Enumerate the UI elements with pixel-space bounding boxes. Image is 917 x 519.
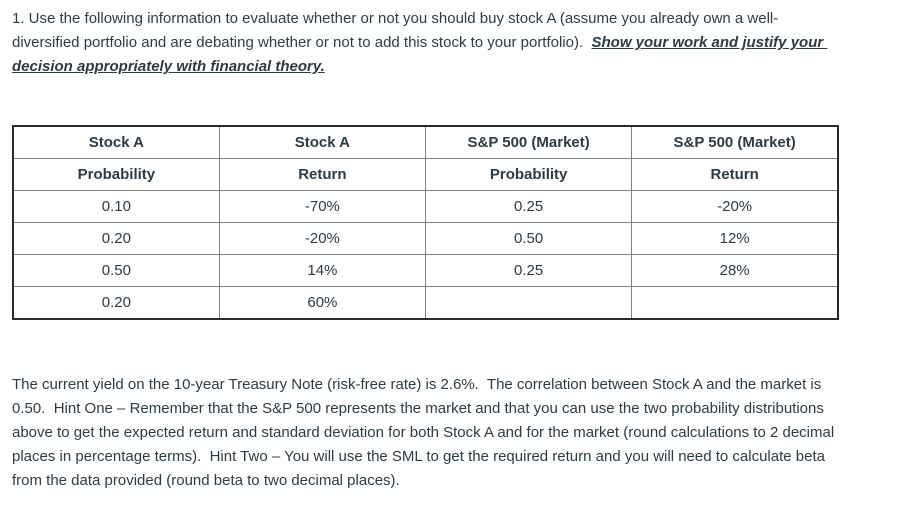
table-header-cell: Probability [424,158,633,191]
table-row: 0.50 14% 0.25 28% [12,254,839,287]
table-row: 0.20 -20% 0.50 12% [12,222,839,255]
question-paragraph: 1. Use the following information to eval… [12,7,834,79]
table-cell: 60% [218,286,427,320]
table-cell: 0.50 [424,222,633,255]
probability-distribution-table: Stock A Stock A S&P 500 (Market) S&P 500… [12,125,839,320]
table-cell: 14% [218,254,427,287]
table-cell: 0.20 [12,286,220,320]
question-emphasis-text: Show your work and justify your decision… [12,34,828,75]
table-header-row: Probability Return Probability Return [12,158,839,191]
table-group-header-cell: Stock A [218,125,427,159]
table-row: 0.10 -70% 0.25 -20% [12,190,839,223]
question-intro-text: 1. Use the following information to eval… [12,10,779,51]
table-cell: -20% [218,222,427,255]
table-header-cell: Return [218,158,427,191]
table-cell: -20% [631,190,839,223]
table-cell: 0.50 [12,254,220,287]
table-group-header-row: Stock A Stock A S&P 500 (Market) S&P 500… [12,125,839,159]
table-header-cell: Return [631,158,839,191]
table-group-header-cell: S&P 500 (Market) [424,125,633,159]
table-cell: 28% [631,254,839,287]
table-row: 0.20 60% [12,286,839,320]
table-group-header-cell: S&P 500 (Market) [631,125,839,159]
table-cell: -70% [218,190,427,223]
table-group-header-cell: Stock A [12,125,220,159]
table-cell: 0.20 [12,222,220,255]
table-cell [631,286,839,320]
table-header-cell: Probability [12,158,220,191]
table-cell: 0.25 [424,190,633,223]
table-cell: 12% [631,222,839,255]
table-cell: 0.25 [424,254,633,287]
table-cell [424,286,633,320]
table-cell: 0.10 [12,190,220,223]
instructions-paragraph: The current yield on the 10-year Treasur… [12,376,839,489]
